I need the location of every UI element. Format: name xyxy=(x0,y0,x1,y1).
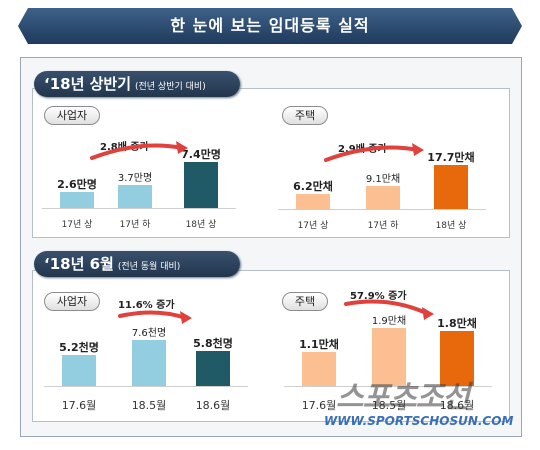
category-label: 18.6월 xyxy=(195,399,231,412)
data-label: 2.6만명 xyxy=(57,178,97,191)
chart-bar xyxy=(184,162,218,208)
chart-bar xyxy=(62,355,96,386)
chart-bar xyxy=(302,352,336,386)
chart-bar xyxy=(440,331,474,386)
chart-bar xyxy=(366,186,400,209)
watermark-logo: 스포츠조선 xyxy=(336,380,470,415)
chart-baseline xyxy=(42,208,236,209)
panel-label-housing: 주택 xyxy=(282,106,328,125)
chart-bar xyxy=(196,351,230,386)
data-label: 6.2만채 xyxy=(293,180,333,193)
section-title-first-half: ‘18년 상반기 (전년 상반기 대비) xyxy=(34,71,240,97)
section-first-half xyxy=(32,88,510,238)
data-label: 7.6천명 xyxy=(131,328,167,339)
category-label: 18.5월 xyxy=(131,399,167,412)
data-label: 5.8천명 xyxy=(193,337,233,350)
section-title-text: ‘18년 6월 xyxy=(44,255,114,273)
category-label: 17.6월 xyxy=(301,399,337,412)
section-subtitle: (전년 상반기 대비) xyxy=(135,82,206,92)
panel-label-operator: 사업자 xyxy=(44,106,100,125)
data-label: 1.9만채 xyxy=(371,316,407,327)
category-label: 18년 상 xyxy=(185,220,217,230)
panel-label-operator: 사업자 xyxy=(44,292,100,311)
category-label: 17년 하 xyxy=(119,220,151,230)
section-subtitle: (전년 동월 대비) xyxy=(117,262,181,272)
section-june xyxy=(32,270,510,422)
data-label: 1.1만채 xyxy=(299,338,339,351)
data-label: 17.7만채 xyxy=(427,151,475,164)
growth-label: 2.8배 증가 xyxy=(100,142,149,153)
data-label: 9.1만채 xyxy=(365,174,401,185)
chart-bar xyxy=(296,194,330,209)
banner-shape xyxy=(18,8,522,44)
data-label: 5.2천명 xyxy=(59,341,99,354)
section-title-june: ‘18년 6월 (전년 동월 대비) xyxy=(34,251,240,277)
page-title: 한 눈에 보는 임대등록 실적 xyxy=(170,16,370,35)
category-label: 17년 상 xyxy=(297,221,329,231)
chart-bar xyxy=(372,328,406,386)
watermark-url: WWW.SPORTSCHOSUN.COM xyxy=(324,414,514,428)
data-label: 7.4만명 xyxy=(181,148,221,161)
data-label: 3.7만명 xyxy=(117,173,153,184)
growth-label: 11.6% 증가 xyxy=(118,300,175,311)
chart-bar xyxy=(132,340,166,386)
category-label: 17년 하 xyxy=(367,221,399,231)
section-title-text: ‘18년 상반기 xyxy=(44,75,131,93)
panel-label-housing: 주택 xyxy=(282,292,328,311)
chart-baseline xyxy=(278,209,486,210)
category-label: 17년 상 xyxy=(61,220,93,230)
category-label: 17.6월 xyxy=(61,399,97,412)
title-banner: 한 눈에 보는 임대등록 실적 xyxy=(18,8,522,44)
chart-baseline xyxy=(44,386,248,387)
growth-label: 57.9% 증가 xyxy=(350,291,407,302)
category-label: 18년 상 xyxy=(435,221,467,231)
growth-label: 2.9배 증가 xyxy=(338,144,387,155)
category-label: 18.6월 xyxy=(439,399,475,412)
data-label: 1.8만채 xyxy=(437,317,477,330)
chart-bar xyxy=(118,185,152,208)
chart-bar xyxy=(434,165,468,209)
chart-bar xyxy=(60,192,94,208)
category-label: 18.5월 xyxy=(371,399,407,412)
chart-baseline xyxy=(284,386,492,387)
